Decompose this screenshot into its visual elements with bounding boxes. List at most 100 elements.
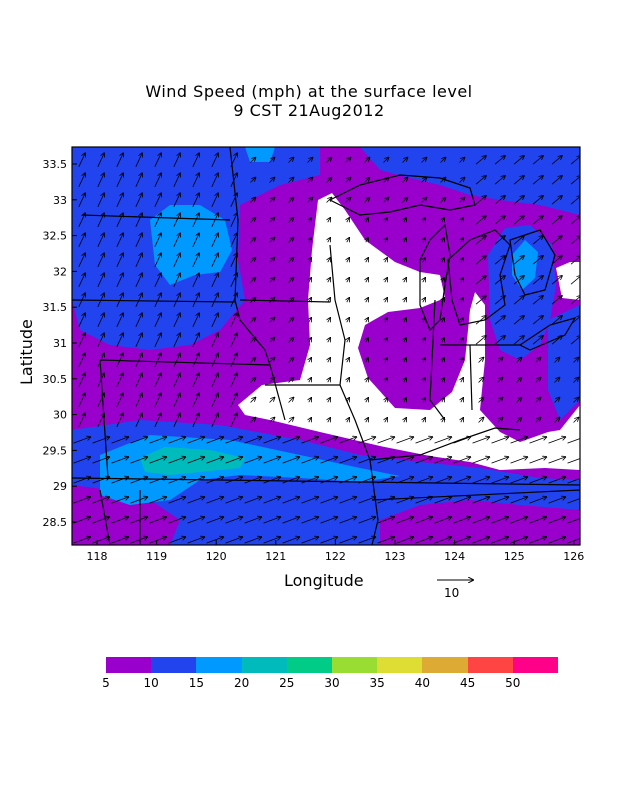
wind-vector (288, 318, 294, 323)
colorbar-label: 25 (279, 676, 295, 690)
wind-vector (434, 517, 452, 524)
wind-vector (225, 437, 243, 444)
wind-vector (554, 358, 560, 363)
wind-vector (358, 497, 376, 504)
wind-vector (135, 293, 142, 307)
wind-vector (211, 253, 218, 267)
wind-vector (320, 497, 338, 504)
colorbar-swatch (106, 657, 152, 673)
colorbar (106, 657, 559, 673)
wind-vector (250, 418, 256, 423)
x-tick-label: 119 (146, 550, 167, 563)
wind-vector (567, 517, 580, 524)
wind-vector (149, 477, 167, 484)
wind-vector (192, 233, 199, 247)
wind-vector (548, 537, 566, 544)
wind-vector (250, 158, 256, 163)
wind-vector (78, 353, 85, 367)
wind-vector (459, 158, 465, 163)
wind-vector (269, 158, 275, 163)
wind-vector (461, 298, 464, 302)
wind-vector (494, 176, 505, 185)
wind-vector (573, 418, 579, 423)
wind-vector (404, 418, 407, 422)
wind-vector (461, 258, 464, 262)
wind-vector (78, 313, 85, 327)
wind-vector (225, 517, 243, 524)
wind-vector (475, 276, 486, 285)
wind-vector (230, 193, 237, 207)
boundary-mississippi (329, 244, 379, 545)
wind-vector (404, 378, 407, 382)
wind-vector (269, 258, 275, 263)
wind-vector (250, 198, 256, 203)
wind-vector (130, 497, 148, 504)
wind-vector (548, 437, 566, 444)
wind-vector (282, 477, 300, 484)
wind-vector (494, 316, 505, 325)
wind-vector (211, 353, 218, 367)
wind-vector (510, 537, 528, 544)
wind-vector (211, 213, 218, 227)
wind-vector (494, 216, 505, 225)
wind-vector (97, 313, 104, 327)
wind-vector (472, 457, 490, 464)
wind-vector (78, 393, 85, 407)
wind-vector (423, 398, 426, 402)
wind-vector (421, 158, 427, 163)
wind-vector (554, 398, 560, 403)
wind-vector (404, 218, 407, 222)
wind-vector (149, 457, 167, 464)
wind-vector (404, 358, 407, 362)
wind-vector (461, 238, 464, 242)
wind-vector (250, 398, 256, 403)
wind-vector (516, 358, 522, 363)
wind-vector (421, 198, 427, 203)
wind-vector (442, 218, 445, 222)
wind-vector (309, 418, 312, 422)
wind-vector (532, 256, 543, 265)
wind-vector (326, 198, 332, 203)
wind-vector (130, 537, 148, 544)
wind-vector (244, 517, 262, 524)
wind-vector (396, 437, 414, 444)
wind-vector (402, 198, 408, 203)
wind-vector (421, 178, 427, 183)
wind-vector (529, 437, 547, 444)
colorbar-labels: 5 10 15 20 25 30 35 40 45 50 (0, 676, 618, 692)
wind-vector (510, 497, 528, 504)
wind-vector (385, 258, 388, 262)
boundary-mn-west (229, 147, 286, 421)
wind-vector (135, 173, 142, 187)
wind-vector (211, 273, 218, 287)
wind-vector (73, 477, 91, 484)
wind-vector (404, 338, 407, 342)
wind-vector (192, 173, 199, 187)
wind-vector (154, 333, 161, 347)
wind-vector (111, 497, 129, 504)
wind-vector (404, 258, 407, 262)
wind-vector (339, 537, 357, 544)
wind-vector (116, 233, 123, 247)
wind-vector (377, 437, 395, 444)
x-tick-label: 121 (265, 550, 286, 563)
zone-5-10-southwest (72, 485, 180, 545)
wind-vector (491, 457, 509, 464)
y-axis-label: Latitude (17, 319, 36, 385)
x-axis-label: Longitude (284, 571, 364, 590)
wind-vector (548, 477, 566, 484)
wind-vector (548, 497, 566, 504)
wind-vector (288, 338, 294, 343)
wind-vector (494, 296, 505, 305)
wind-vector (173, 373, 180, 387)
wind-vector (396, 497, 414, 504)
wind-vector (339, 437, 357, 444)
wind-vector (301, 477, 319, 484)
wind-vector (320, 537, 338, 544)
wind-vector (347, 358, 350, 362)
wind-vector (472, 437, 490, 444)
wind-vector (192, 333, 199, 347)
wind-vector (347, 318, 350, 322)
wind-vector (494, 336, 505, 345)
wind-vector (475, 196, 486, 205)
